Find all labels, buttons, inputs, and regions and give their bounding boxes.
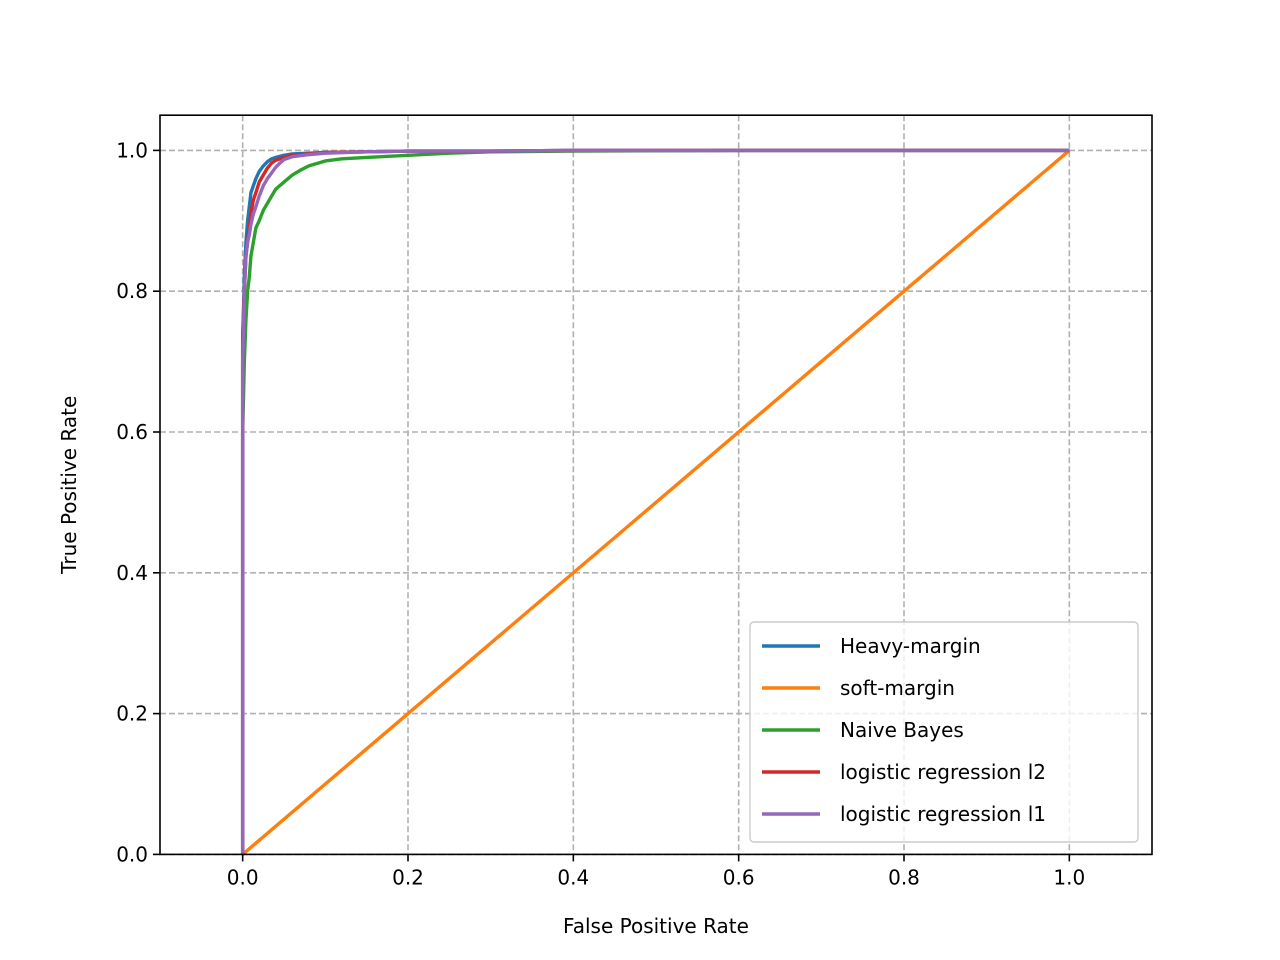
x-tick-label: 0.8 — [888, 865, 920, 889]
legend-label: logistic regression l2 — [840, 760, 1046, 784]
x-axis-label: False Positive Rate — [563, 914, 749, 938]
x-tick-label: 0.2 — [392, 865, 424, 889]
x-tick-label: 1.0 — [1053, 865, 1085, 889]
y-tick-label: 0.2 — [116, 702, 148, 726]
legend-label: Naive Bayes — [840, 718, 964, 742]
series-lines — [240, 148, 1071, 856]
legend-frame — [749, 621, 1139, 843]
y-tick-label: 0.4 — [116, 561, 148, 585]
y-tick-label: 0.8 — [116, 279, 148, 303]
legend-label: logistic regression l1 — [840, 802, 1046, 826]
plot-frame — [159, 114, 1153, 856]
y-axis-label: True Positive Rate — [57, 396, 81, 575]
legend-label: Heavy-margin — [840, 634, 981, 658]
x-tick-label: 0.0 — [227, 865, 259, 889]
series-line-4 — [240, 148, 1070, 855]
legend: Heavy-margin soft-margin Naive Bayes logist… — [749, 621, 1139, 843]
axis-ticks: 0.0 0.2 0.4 0.6 0.8 1.0 0.0 0.2 0.4 0.6 0.8 1.0 — [116, 138, 1085, 889]
legend-label: soft-margin — [840, 676, 955, 700]
y-tick-label: 0.0 — [116, 842, 148, 866]
x-tick-label: 0.6 — [723, 865, 755, 889]
y-tick-label: 0.6 — [116, 420, 148, 444]
x-tick-label: 0.4 — [557, 865, 589, 889]
series-line-1 — [241, 149, 1071, 856]
y-tick-label: 1.0 — [116, 138, 148, 162]
